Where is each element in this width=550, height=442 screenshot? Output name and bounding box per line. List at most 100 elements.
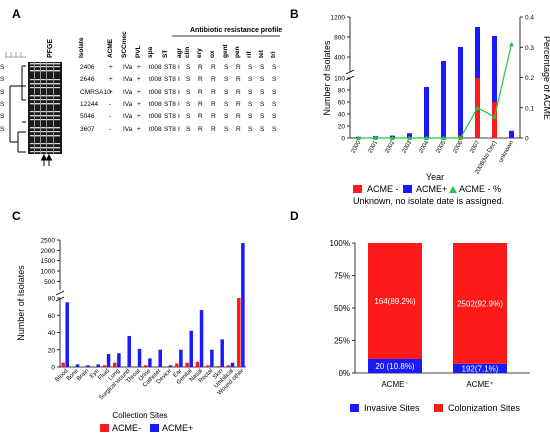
table-cell: S (224, 64, 229, 71)
table-cell: + (137, 89, 141, 96)
legend-label-acme-pct: ACME - % (459, 184, 501, 194)
chart-b-y2-ticks: 0 0.1 0.2 0.3 0.4 (520, 15, 534, 143)
y-tick-label: 2000 (41, 248, 56, 255)
bar-acme-pos (210, 349, 214, 367)
y-tick-label: 0% (338, 369, 350, 378)
bar-label-colonization: 2502(92.9%) (457, 299, 503, 308)
column-header: pen (234, 46, 241, 58)
panel-d: 0% 25% 50% 75% 100% 164(89.2%) 20 (10.8%) 2502… (330, 239, 530, 413)
bar-acme-pos (137, 348, 142, 367)
table-cell: S (186, 64, 191, 71)
table-cell: R (198, 64, 203, 71)
table-row: 2646 + IVa + t008 ST8 I S R R S R S S SS (0, 76, 277, 83)
chart-d-x-ticks: ACME⁻ ACME⁺ (381, 380, 493, 389)
table-cell: S (224, 113, 229, 120)
bar-acme-pos (199, 310, 204, 367)
table-cell: R (198, 113, 203, 120)
table-cell: CMRSA10 (80, 89, 111, 96)
dendrogram (9, 65, 26, 153)
pct-marker (373, 135, 378, 140)
table-cell: + (109, 76, 113, 83)
bar-acme-pos (424, 87, 429, 138)
bar-acme-pos (441, 61, 446, 138)
bar-acme-pos (509, 130, 514, 138)
bar-acme-pos (86, 365, 90, 367)
table-cell: + (137, 101, 141, 108)
y2-tick-label: 0.2 (525, 75, 534, 82)
y-tick-label: 1500 (41, 258, 56, 265)
table-cell: IVa (123, 89, 133, 96)
bar-acme-pos (65, 302, 69, 367)
bar-label-invasive: 20 (10.8%) (375, 362, 414, 371)
x-tick-label: 2000 (350, 139, 362, 154)
table-row: 3607- IVa + t008 ST8 I S R R S R S S SS (0, 126, 277, 133)
chart-d-bars: 164(89.2%) 20 (10.8%) 2502(92.9%) 192(7.1%) (368, 243, 507, 373)
panel-c: 0 20 40 60 80 500 1000 1500 2000 2500 BloodBoneBr… (16, 238, 246, 433)
pct-marker (390, 135, 395, 140)
table-cell: S (260, 101, 265, 108)
legend-swatch-acme-pos (403, 185, 412, 193)
table-cell: - (109, 126, 111, 133)
x-tick-label: 2007 (469, 139, 481, 154)
table-cell: S (272, 126, 277, 133)
chart-d-y-ticks: 0% 25% 50% 75% 100% (330, 239, 355, 378)
chart-c-bars (61, 243, 245, 367)
chart-b-ylabel: Number of isolates (322, 40, 332, 116)
table-cell: + (109, 89, 113, 96)
x-tick-label: 2002 (384, 139, 396, 154)
column-header: rif (246, 51, 253, 58)
column-header: clin (184, 47, 191, 58)
y-tick-label: 1000 (41, 268, 56, 275)
bar-acme-neg (175, 363, 179, 367)
table-column-headers: Isolate ACME SCCmec PVL spa ST agr clin ery ox gen… (0, 0, 277, 58)
table-cell: S (224, 126, 229, 133)
bar-acme-neg (195, 361, 200, 367)
table-cell: R (198, 126, 203, 133)
chart-b-bars (356, 27, 514, 138)
y2-tick-label: 0 (525, 136, 529, 143)
table-cell: S (272, 113, 277, 120)
table-cell: S (260, 64, 265, 71)
table-cell: S (224, 89, 229, 96)
pfge-column-header: PFGE (47, 39, 54, 58)
y-tick-label: 100% (330, 239, 350, 248)
bar-acme-pos (148, 358, 152, 367)
table-cell: S (272, 64, 277, 71)
chart-c-legend: ACME- ACME+ (100, 423, 193, 433)
legend-label-invasive: Invasive Sites (364, 403, 420, 413)
y-tick-label: 80 (338, 88, 346, 95)
chart-c-y-ticks: 0 20 40 60 80 500 1000 1500 2000 2500 (41, 238, 60, 372)
chart-d-legend: Invasive Sites Colonization Sites (350, 403, 521, 413)
table-cell: S (248, 76, 253, 83)
bar-acme-neg (185, 362, 189, 367)
table-cell: S (224, 76, 229, 83)
table-row: 2406 + IVa + t008 ST8 I S R R S R S S SS (0, 64, 277, 71)
table-cell: ST8 (164, 76, 176, 83)
table-row: CMRSA10+ IVa + t008 ST8 I S R R S R S S SS (0, 89, 277, 96)
bar-acme-neg (226, 365, 231, 367)
table-cell: S (248, 126, 253, 133)
table-cell: S (0, 64, 5, 71)
bar-acme-neg (61, 362, 65, 367)
bar-acme-pos (241, 243, 245, 367)
bar-acme-neg (102, 365, 107, 367)
bar-label-invasive: 192(7.1%) (462, 364, 499, 373)
table-cell: ST8 (164, 89, 176, 96)
table-cell: R (211, 89, 216, 96)
x-tick-label: 2005 (435, 139, 447, 154)
bar-label-colonization: 164(89.2%) (374, 297, 416, 306)
bar-acme-neg (144, 365, 148, 367)
bar-acme-pos (230, 362, 235, 367)
y-tick-label: 500 (44, 279, 55, 286)
panel-label-a: A (12, 7, 21, 21)
bar-acme-pos (492, 36, 497, 138)
table-cell: S (260, 113, 265, 120)
table-cell: S (0, 76, 5, 83)
y2-tick-label: 0.3 (525, 45, 534, 52)
table-cell: S (224, 101, 229, 108)
chart-b-x-ticks: 2000 2001 2002 2003 2004 2005 2006 20072008(No … (350, 139, 515, 175)
table-cell: ST8 (164, 64, 176, 71)
table-cell: 2406 (80, 64, 95, 71)
bar-colonization (453, 243, 507, 364)
table-cell: S (0, 89, 5, 96)
